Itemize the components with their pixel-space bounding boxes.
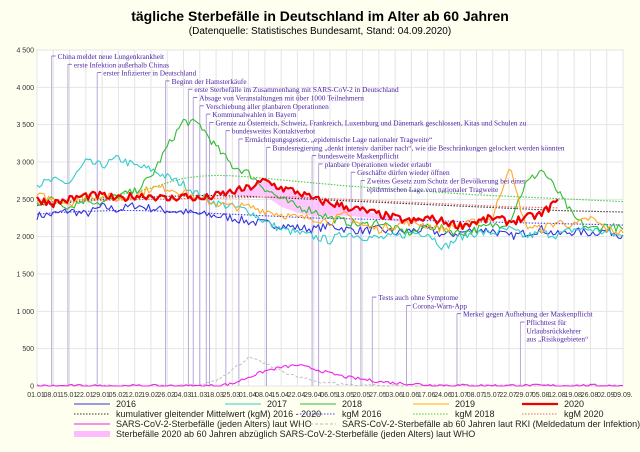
annotation-text: bundesweites Kontaktverbot (232, 127, 315, 136)
x-tick-label: 05.02. (109, 392, 129, 399)
x-tick-label: 13.05. (337, 392, 357, 399)
legend-label: 2016 (116, 399, 136, 409)
x-tick-label: 08.04. (255, 392, 275, 399)
series-line-2020 (36, 177, 559, 231)
legend-label: 2020 (564, 399, 584, 409)
y-tick-label: 500 (22, 346, 34, 353)
x-tick-label: 24.06. (434, 392, 454, 399)
legend-label: kgM 2018 (455, 409, 495, 419)
x-tick-label: 12.02. (125, 392, 145, 399)
legend-label: kumulativer gleitender Mittelwert (kgM) … (116, 409, 321, 419)
x-tick-label: 08.01. (44, 392, 64, 399)
annotation-text: Ermächtigungsgesetz, „epidemische Lage n… (245, 135, 432, 144)
x-tick-label: 09.09. (613, 392, 633, 399)
x-tick-label: 29.07. (516, 392, 536, 399)
x-tick-label: 29.04. (304, 392, 324, 399)
y-tick-label: 0 (30, 384, 34, 391)
series-band-2020-minus-who (37, 180, 558, 227)
x-tick-label: 01.01. (27, 392, 47, 399)
annotation-text: Geschäfte dürfen wieder öffnen (357, 168, 450, 177)
x-tick-label: 01.04. (239, 392, 259, 399)
x-tick-label: 18.03. (206, 392, 226, 399)
legend-label: SARS-CoV-2-Sterbefälle ab 60 Jahren laut… (342, 419, 640, 429)
x-tick-label: 22.01. (76, 392, 96, 399)
series-line-sars-cov-2-sterbef-lle-jeden-alters-laut-who (36, 364, 624, 387)
annotation-text: aus „Risikogebieten“ (526, 335, 588, 344)
legend-label: 2018 (342, 399, 362, 409)
x-tick-label: 29.01. (92, 392, 112, 399)
annotation-text: epidemischen Lage von nationaler Tragwei… (367, 185, 498, 194)
annotation-text: planbare Operationen wieder erlaubt (325, 160, 432, 169)
y-tick-label: 1 000 (16, 309, 34, 316)
x-tick-label: 10.06. (402, 392, 422, 399)
x-tick-label: 15.04. (271, 392, 291, 399)
annotation-text: Grenze zu Österreich, Schweiz, Frankreic… (216, 118, 527, 127)
x-tick-label: 25.03. (223, 392, 243, 399)
annotation-text: Bundesregierung „denkt intensiv darüber … (273, 143, 565, 152)
series-group (36, 118, 624, 387)
legend-label: 2017 (267, 399, 287, 409)
x-tick-label: 27.05. (369, 392, 389, 399)
legend-swatch (74, 431, 110, 437)
annotation-text: Beginn der Hamsterkäufe (172, 77, 247, 86)
x-tick-label: 05.08. (532, 392, 552, 399)
y-tick-label: 4 500 (16, 48, 34, 55)
y-tick-label: 2 000 (16, 234, 34, 241)
legend-label: kgM 2020 (564, 409, 604, 419)
legend-label: Sterbefälle 2020 ab 60 Jahren abzüglich … (116, 429, 475, 439)
annotation-lines (51, 56, 521, 386)
legend-label: kgM 2016 (342, 409, 382, 419)
annotation-text: Tests auch ohne Symptome (378, 293, 458, 302)
x-tick-label: 02.09. (597, 392, 617, 399)
x-tick-label: 12.08. (548, 392, 568, 399)
x-tick-label: 04.03. (174, 392, 194, 399)
x-tick-label: 19.02. (141, 392, 161, 399)
legend: 2016 2017 2018 2019 2020 kumulativer gleitend… (74, 399, 640, 439)
chart-subtitle: (Datenquelle: Statistisches Bundesamt, S… (188, 26, 452, 37)
series-line-sars-cov-2-sterbef-lle-ab-60-jahren-laut-rki-meldedatum-der-infektion- (37, 355, 624, 387)
x-tick-label: 20.05. (353, 392, 373, 399)
annotation-text: Kommunalwahlen in Bayern (212, 110, 297, 119)
x-tick-label: 26.08. (581, 392, 601, 399)
series-line-2016 (36, 202, 624, 241)
chart-title: tägliche Sterbefälle in Deutschland im A… (131, 8, 509, 24)
x-tick-label: 15.07. (483, 392, 503, 399)
y-tick-label: 1 500 (16, 272, 34, 279)
series-line-2018 (36, 118, 624, 236)
legend-label: SARS-CoV-2-Sterbefälle (jeden Alters) la… (116, 419, 312, 429)
y-tick-label: 3 000 (16, 160, 34, 167)
series-line-2017 (36, 155, 624, 251)
annotation-text: Zweites Gesetz zum Schutz der Bevölkerun… (367, 177, 526, 186)
annotation-text: Pflichttest für (526, 318, 566, 327)
x-tick-label: 08.07. (467, 392, 487, 399)
annotation-text: Merkel gegen Aufhebung der Maskenpflicht (463, 310, 593, 319)
annotation-text: Urlaubsrückkehrer (526, 326, 581, 335)
x-tick-label: 22.07. (499, 392, 519, 399)
annotation-text: Verschiebung aller planbaren Operationen (206, 102, 329, 111)
annotation-text: bundesweite Maskenpflicht (318, 152, 398, 161)
annotation-text: erste Sterbefälle im Zusammenhang mit SA… (194, 85, 399, 94)
legend-label: 2019 (455, 399, 475, 409)
x-tick-label: 03.06. (385, 392, 405, 399)
annotation-text: erster Infizierter in Deutschland (103, 69, 196, 78)
x-axis: 01.01.08.01.15.01.22.01.29.01.05.02.12.0… (27, 392, 633, 399)
x-tick-label: 11.03. (190, 392, 209, 399)
annotation-text: Absage von Veranstaltungen mit über 1000… (199, 94, 364, 103)
x-tick-label: 19.08. (564, 392, 584, 399)
y-tick-label: 2 500 (16, 197, 34, 204)
x-tick-label: 01.07. (450, 392, 470, 399)
x-tick-label: 15.01. (60, 392, 80, 399)
x-tick-label: 22.04. (288, 392, 308, 399)
x-tick-label: 17.06. (418, 392, 438, 399)
y-tick-label: 4 000 (16, 85, 34, 92)
x-tick-label: 26.02. (157, 392, 177, 399)
y-tick-label: 3 500 (16, 122, 34, 129)
x-tick-label: 06.05. (320, 392, 340, 399)
y-axis: 0 500 1 000 1 500 2 000 2 500 3 000 3 500 4 000 4… (16, 48, 34, 391)
annotation-text: erste Infektion außerhalb Chinas (74, 60, 169, 69)
annotation-text: China meldet neue Lungenkrankheit (58, 52, 164, 61)
annotation-text: Corona-Warn-App (413, 301, 468, 310)
